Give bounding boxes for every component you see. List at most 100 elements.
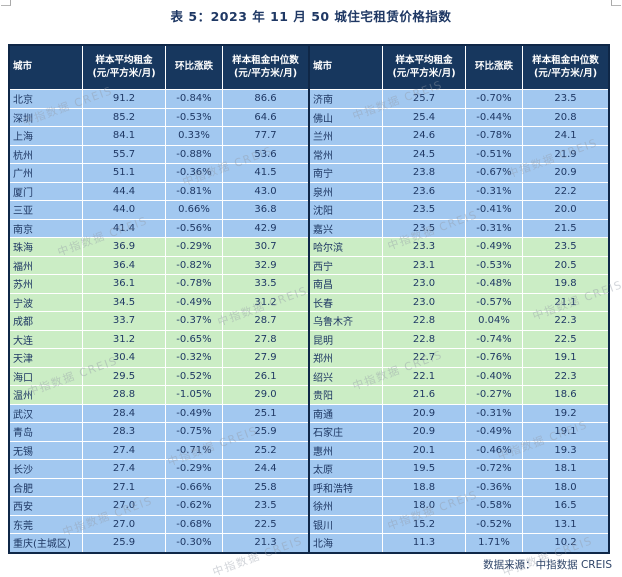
avg-rent-cell: 27.0	[83, 515, 165, 533]
mom-change-cell: -0.41%	[466, 201, 522, 219]
median-rent-cell: 18.1	[523, 460, 608, 478]
mom-change-cell: -0.52%	[166, 367, 222, 385]
data-source: 数据来源：中指数据 CREIS	[483, 559, 612, 571]
mom-change-cell: -0.57%	[466, 293, 522, 311]
mom-change-cell: 1.71%	[466, 534, 522, 552]
avg-rent-cell: 31.2	[83, 330, 165, 348]
median-rent-cell: 64.6	[223, 108, 308, 126]
median-rent-cell: 41.5	[223, 164, 308, 182]
city-cell: 深圳	[10, 108, 82, 126]
mom-change-cell: -0.36%	[166, 164, 222, 182]
city-cell: 西宁	[310, 256, 382, 274]
avg-rent-cell: 85.2	[83, 108, 165, 126]
city-cell: 武汉	[10, 404, 82, 422]
avg-rent-cell: 18.0	[383, 497, 465, 515]
median-rent-cell: 32.9	[223, 256, 308, 274]
median-rent-cell: 77.7	[223, 127, 308, 145]
mom-change-cell: -0.30%	[166, 534, 222, 552]
median-rent-cell: 30.7	[223, 238, 308, 256]
mom-change-cell: -0.56%	[166, 219, 222, 237]
median-rent-cell: 22.3	[523, 367, 608, 385]
city-cell: 成都	[10, 312, 82, 330]
median-rent-cell: 10.2	[523, 534, 608, 552]
city-cell: 沈阳	[310, 201, 382, 219]
city-cell: 杭州	[10, 145, 82, 163]
avg-rent-cell: 25.4	[383, 108, 465, 126]
mom-change-cell: -0.31%	[466, 182, 522, 200]
median-rent-cell: 42.9	[223, 219, 308, 237]
mom-change-cell: -0.29%	[166, 238, 222, 256]
table-title: 表 5：2023 年 11 月 50 城住宅租赁价格指数	[170, 9, 452, 24]
city-cell: 北京	[10, 90, 82, 108]
mom-change-cell: -0.32%	[166, 349, 222, 367]
city-cell: 嘉兴	[310, 219, 382, 237]
avg-rent-cell: 27.4	[83, 441, 165, 459]
median-rent-cell: 18.0	[523, 478, 608, 496]
mom-change-cell: -0.88%	[166, 145, 222, 163]
table-right-half: 城市 样本平均租金 (元/平方米/月) 环比涨跌 样本租金中位数 (元/平方米/…	[309, 44, 610, 554]
avg-rent-cell: 22.7	[383, 349, 465, 367]
avg-rent-cell: 20.1	[383, 441, 465, 459]
mom-change-cell: -0.76%	[466, 349, 522, 367]
col-header-avg-rent: 样本平均租金 (元/平方米/月)	[383, 46, 465, 89]
city-cell: 北海	[310, 534, 382, 552]
avg-rent-cell: 30.4	[83, 349, 165, 367]
avg-rent-cell: 28.4	[83, 404, 165, 422]
mom-change-cell: -0.81%	[166, 182, 222, 200]
median-rent-cell: 22.5	[523, 330, 608, 348]
mom-change-cell: -0.40%	[466, 367, 522, 385]
median-rent-cell: 23.5	[523, 90, 608, 108]
mom-change-cell: -0.62%	[166, 497, 222, 515]
mom-change-cell: -0.37%	[166, 312, 222, 330]
city-cell: 广州	[10, 164, 82, 182]
col-header-mom-change: 环比涨跌	[466, 46, 522, 89]
median-rent-cell: 24.1	[523, 127, 608, 145]
mom-change-cell: -0.70%	[466, 90, 522, 108]
city-cell: 宁波	[10, 293, 82, 311]
city-cell: 南宁	[310, 164, 382, 182]
avg-rent-cell: 27.1	[83, 478, 165, 496]
city-cell: 兰州	[310, 127, 382, 145]
city-cell: 泉州	[310, 182, 382, 200]
median-rent-cell: 19.3	[523, 441, 608, 459]
col-header-avg-rent-line1: 样本平均租金	[395, 55, 453, 67]
mom-change-cell: 0.04%	[466, 312, 522, 330]
mom-change-cell: -0.71%	[166, 441, 222, 459]
mom-change-cell: -0.44%	[466, 108, 522, 126]
mom-change-cell: -0.53%	[466, 256, 522, 274]
city-cell: 常州	[310, 145, 382, 163]
avg-rent-cell: 84.1	[83, 127, 165, 145]
col-header-avg-rent-line1: 样本平均租金	[95, 55, 153, 67]
avg-rent-cell: 36.1	[83, 275, 165, 293]
median-rent-cell: 21.9	[523, 145, 608, 163]
col-header-median-rent-line1: 样本租金中位数	[232, 55, 299, 67]
col-header-median-rent-line2: (元/平方米/月)	[233, 67, 298, 79]
mom-change-cell: -0.82%	[166, 256, 222, 274]
mom-change-cell: -0.84%	[166, 90, 222, 108]
avg-rent-cell: 91.2	[83, 90, 165, 108]
median-rent-cell: 20.5	[523, 256, 608, 274]
avg-rent-cell: 22.8	[383, 330, 465, 348]
avg-rent-cell: 23.5	[383, 201, 465, 219]
col-header-mom-change: 环比涨跌	[166, 46, 222, 89]
col-header-avg-rent-line2: (元/平方米/月)	[392, 67, 456, 79]
city-cell: 石家庄	[310, 423, 382, 441]
city-cell: 上海	[10, 127, 82, 145]
city-cell: 济南	[310, 90, 382, 108]
city-cell: 温州	[10, 386, 82, 404]
avg-rent-cell: 15.2	[383, 515, 465, 533]
avg-rent-cell: 23.0	[383, 293, 465, 311]
avg-rent-cell: 25.7	[383, 90, 465, 108]
city-cell: 长沙	[10, 460, 82, 478]
mom-change-cell: -1.05%	[166, 386, 222, 404]
city-cell: 徐州	[310, 497, 382, 515]
median-rent-cell: 27.8	[223, 330, 308, 348]
avg-rent-cell: 24.5	[383, 145, 465, 163]
mom-change-cell: -0.66%	[166, 478, 222, 496]
median-rent-cell: 19.8	[523, 275, 608, 293]
avg-rent-cell: 23.8	[383, 164, 465, 182]
median-rent-cell: 22.3	[523, 312, 608, 330]
city-cell: 南通	[310, 404, 382, 422]
mom-change-cell: -0.49%	[466, 423, 522, 441]
avg-rent-cell: 28.3	[83, 423, 165, 441]
